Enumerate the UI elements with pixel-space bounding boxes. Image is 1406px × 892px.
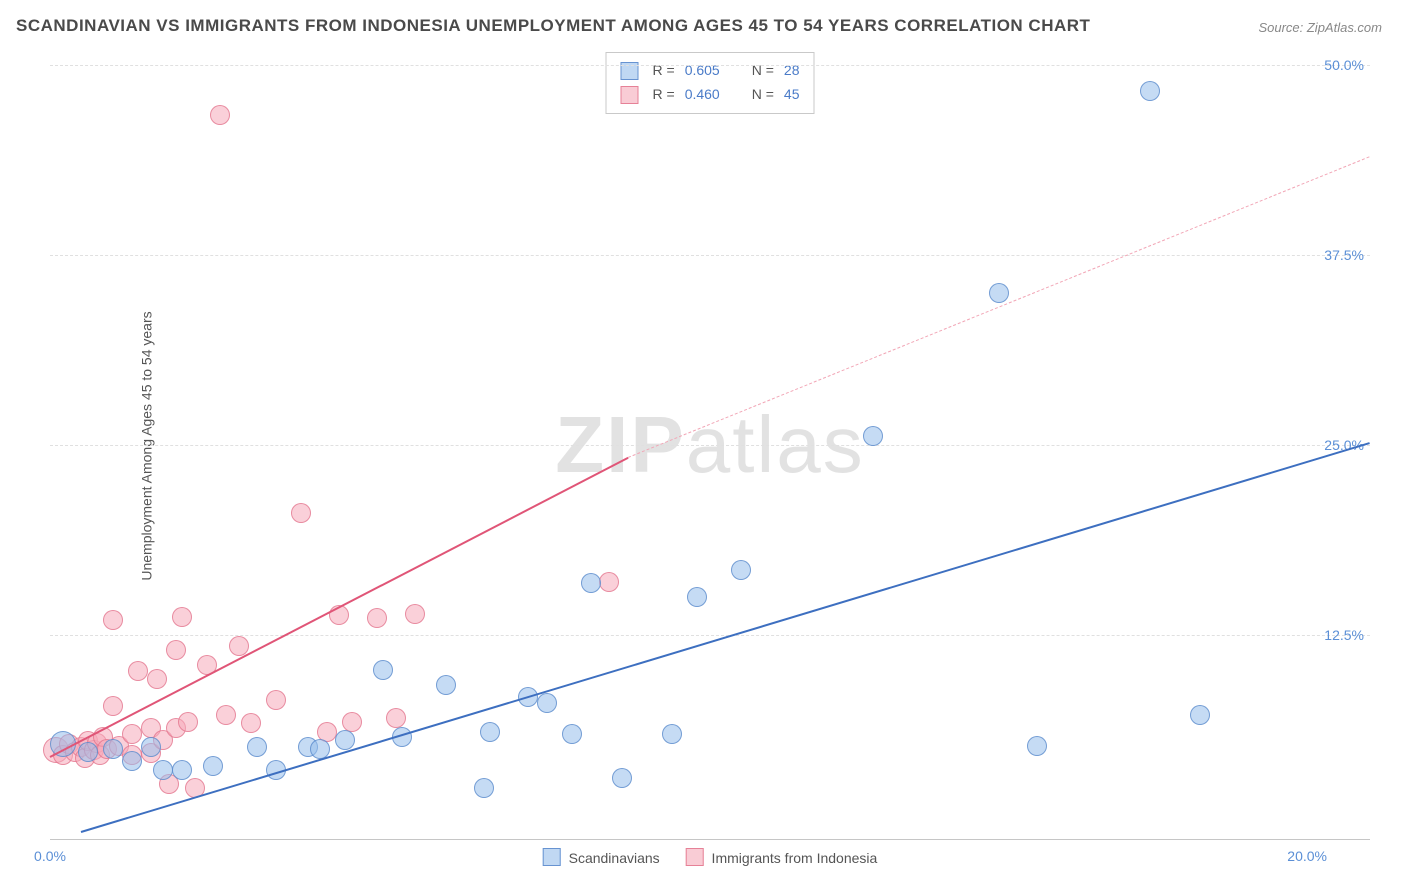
r-label: R = (653, 83, 675, 107)
data-point-pink (128, 661, 148, 681)
y-tick-label: 12.5% (1324, 627, 1364, 643)
data-point-blue (687, 587, 707, 607)
data-point-blue (480, 722, 500, 742)
data-point-blue (989, 283, 1009, 303)
n-value-pink: 45 (784, 83, 800, 107)
correlation-row-blue: R = 0.605 N = 28 (621, 59, 800, 83)
trend-line-dashed (628, 156, 1370, 458)
data-point-pink (291, 503, 311, 523)
data-point-blue (122, 751, 142, 771)
gridline (50, 255, 1370, 256)
r-label: R = (653, 59, 675, 83)
data-point-blue (373, 660, 393, 680)
chart-title: SCANDINAVIAN VS IMMIGRANTS FROM INDONESI… (16, 16, 1090, 36)
data-point-pink (241, 713, 261, 733)
data-point-blue (1140, 81, 1160, 101)
data-point-blue (172, 760, 192, 780)
x-axis-line (50, 839, 1370, 840)
data-point-blue (474, 778, 494, 798)
data-point-blue (662, 724, 682, 744)
data-point-pink (386, 708, 406, 728)
data-point-blue (103, 739, 123, 759)
legend-label-blue: Scandinavians (569, 850, 660, 866)
legend-item-pink: Immigrants from Indonesia (686, 848, 878, 866)
data-point-pink (342, 712, 362, 732)
data-point-pink (405, 604, 425, 624)
data-point-blue (1190, 705, 1210, 725)
data-point-pink (172, 607, 192, 627)
data-point-blue (581, 573, 601, 593)
data-point-blue (731, 560, 751, 580)
data-point-blue (153, 760, 173, 780)
data-point-blue (335, 730, 355, 750)
data-point-pink (166, 640, 186, 660)
source-name: ZipAtlas.com (1307, 20, 1382, 35)
data-point-blue (863, 426, 883, 446)
correlation-legend: R = 0.605 N = 28 R = 0.460 N = 45 (606, 52, 815, 114)
data-point-blue (247, 737, 267, 757)
x-tick-label: 0.0% (34, 848, 66, 864)
legend-item-blue: Scandinavians (543, 848, 660, 866)
data-point-pink (122, 724, 142, 744)
trend-line (81, 442, 1370, 833)
gridline (50, 65, 1370, 66)
y-tick-label: 50.0% (1324, 57, 1364, 73)
y-tick-label: 37.5% (1324, 247, 1364, 263)
r-value-pink: 0.460 (685, 83, 720, 107)
data-point-pink (367, 608, 387, 628)
data-point-pink (147, 669, 167, 689)
data-point-blue (203, 756, 223, 776)
data-point-pink (103, 610, 123, 630)
series-legend: Scandinavians Immigrants from Indonesia (543, 848, 878, 866)
data-point-pink (216, 705, 236, 725)
n-value-blue: 28 (784, 59, 800, 83)
source-prefix: Source: (1258, 20, 1306, 35)
r-value-blue: 0.605 (685, 59, 720, 83)
legend-label-pink: Immigrants from Indonesia (712, 850, 878, 866)
trend-line (50, 457, 629, 758)
chart-plot-area: ZIPatlas R = 0.605 N = 28 R = 0.460 N = … (50, 50, 1370, 840)
n-label: N = (752, 83, 774, 107)
data-point-pink (229, 636, 249, 656)
n-label: N = (752, 59, 774, 83)
data-point-pink (103, 696, 123, 716)
swatch-blue-icon (543, 848, 561, 866)
data-point-blue (141, 737, 161, 757)
x-tick-label: 20.0% (1287, 848, 1327, 864)
swatch-pink-icon (686, 848, 704, 866)
data-point-pink (266, 690, 286, 710)
data-point-pink (178, 712, 198, 732)
data-point-blue (537, 693, 557, 713)
data-point-blue (612, 768, 632, 788)
data-point-blue (78, 742, 98, 762)
source-attribution: Source: ZipAtlas.com (1258, 20, 1382, 35)
data-point-pink (210, 105, 230, 125)
data-point-blue (1027, 736, 1047, 756)
data-point-pink (599, 572, 619, 592)
gridline (50, 445, 1370, 446)
correlation-row-pink: R = 0.460 N = 45 (621, 83, 800, 107)
data-point-blue (436, 675, 456, 695)
swatch-pink-icon (621, 86, 639, 104)
data-point-blue (562, 724, 582, 744)
gridline (50, 635, 1370, 636)
